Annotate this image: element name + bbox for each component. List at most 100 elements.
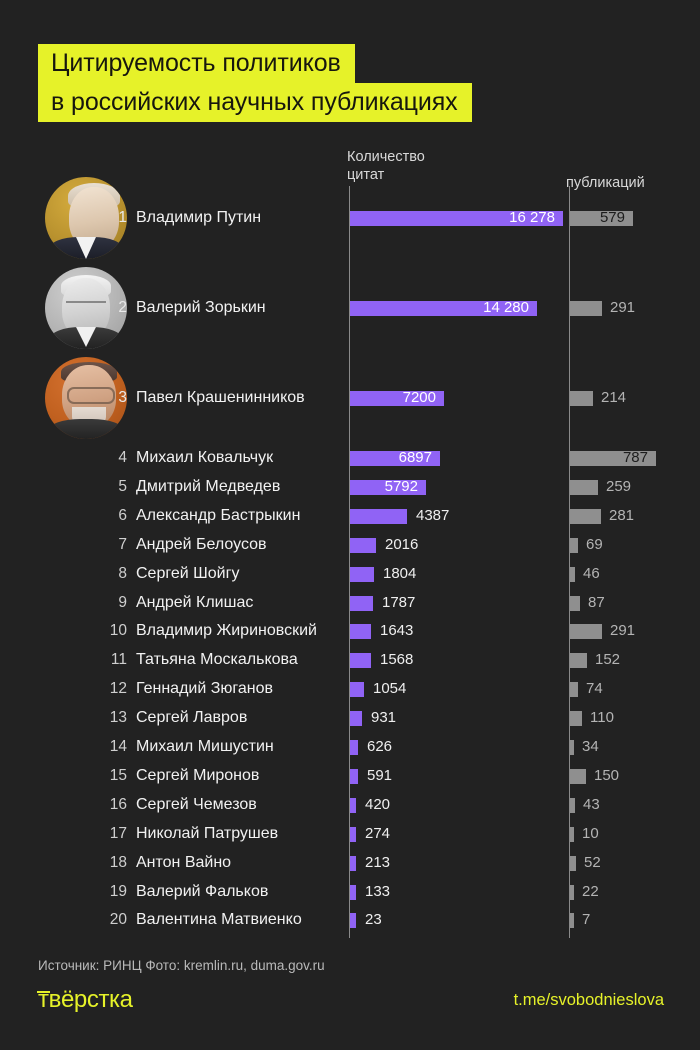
axis-line-publications bbox=[569, 186, 570, 938]
politician-name: Михаил Ковальчук bbox=[136, 449, 274, 466]
publications-bar bbox=[570, 301, 602, 316]
table-row[interactable]: 11 Татьяна Москалькова 1568 152 bbox=[0, 647, 700, 673]
publications-value: 214 bbox=[601, 389, 627, 406]
citations-bar bbox=[350, 211, 563, 226]
citations-bar bbox=[350, 885, 356, 900]
citations-bar bbox=[350, 596, 373, 611]
table-row[interactable]: 3 Павел Крашенинников 7200 214 bbox=[0, 385, 700, 411]
publications-value: 34 bbox=[582, 738, 599, 755]
publications-bar bbox=[570, 769, 586, 784]
politician-name: Сергей Миронов bbox=[136, 767, 260, 784]
table-row[interactable]: 13 Сергей Лавров 931 110 bbox=[0, 705, 700, 731]
publications-bar bbox=[570, 856, 576, 871]
citations-bar bbox=[350, 451, 440, 466]
column-header-citations: Количество цитат bbox=[347, 149, 425, 183]
rank-number: 18 bbox=[109, 854, 127, 871]
table-row[interactable]: 5 Дмитрий Медведев 5792 259 bbox=[0, 474, 700, 500]
rank-number: 6 bbox=[118, 507, 127, 524]
publications-bar bbox=[570, 913, 574, 928]
publications-value: 259 bbox=[606, 478, 632, 495]
rank-number: 11 bbox=[110, 651, 127, 668]
politician-name: Сергей Шойгу bbox=[136, 565, 240, 582]
citations-value: 1643 bbox=[380, 622, 414, 639]
publications-bar bbox=[570, 682, 578, 697]
citations-value: 931 bbox=[371, 709, 397, 726]
table-row[interactable]: 10 Владимир Жириновский 1643 291 bbox=[0, 618, 700, 644]
column-header-publications: публикаций bbox=[566, 175, 645, 191]
table-row[interactable]: 6 Александр Бастрыкин 4387 281 bbox=[0, 503, 700, 529]
citations-bar bbox=[350, 480, 426, 495]
politician-name: Геннадий Зюганов bbox=[136, 680, 273, 697]
table-row[interactable]: 14 Михаил Мишустин 626 34 bbox=[0, 734, 700, 760]
politician-photo bbox=[45, 177, 127, 259]
politician-name: Татьяна Москалькова bbox=[136, 651, 298, 668]
publications-value: 43 bbox=[583, 796, 600, 813]
publications-value: 69 bbox=[586, 536, 603, 553]
rank-number: 1 bbox=[118, 209, 127, 226]
citations-bar bbox=[350, 740, 358, 755]
telegram-link[interactable]: t.me/svobodnieslova bbox=[513, 991, 664, 1009]
table-row[interactable]: 12 Геннадий Зюганов 1054 74 bbox=[0, 676, 700, 702]
publications-value: 787 bbox=[622, 449, 648, 466]
publications-value: 74 bbox=[586, 680, 603, 697]
rank-number: 20 bbox=[109, 911, 127, 928]
rank-number: 10 bbox=[109, 622, 127, 639]
citations-bar bbox=[350, 827, 356, 842]
politician-name: Дмитрий Медведев bbox=[136, 478, 281, 495]
publications-bar bbox=[570, 480, 598, 495]
table-row[interactable]: 16 Сергей Чемезов 420 43 bbox=[0, 792, 700, 818]
citations-value: 133 bbox=[365, 883, 391, 900]
publications-bar bbox=[570, 538, 578, 553]
politician-photo bbox=[45, 357, 127, 439]
photo-body bbox=[49, 419, 123, 439]
publications-value: 281 bbox=[609, 507, 635, 524]
table-row[interactable]: 1 Владимир Путин 16 278 579 bbox=[0, 205, 700, 231]
citations-value: 4387 bbox=[416, 507, 450, 524]
table-row[interactable]: 15 Сергей Миронов 591 150 bbox=[0, 763, 700, 789]
publications-bar bbox=[570, 711, 582, 726]
publications-bar bbox=[570, 567, 575, 582]
politician-name: Михаил Мишустин bbox=[136, 738, 274, 755]
photo-glasses bbox=[67, 387, 115, 404]
citations-bar bbox=[350, 913, 356, 928]
table-row[interactable]: 8 Сергей Шойгу 1804 46 bbox=[0, 561, 700, 587]
publications-bar bbox=[570, 798, 575, 813]
citations-value: 213 bbox=[365, 854, 391, 871]
citations-bar bbox=[350, 538, 376, 553]
table-row[interactable]: 9 Андрей Клишас 1787 87 bbox=[0, 590, 700, 616]
publications-value: 152 bbox=[595, 651, 621, 668]
table-row[interactable]: 19 Валерий Фальков 133 22 bbox=[0, 879, 700, 905]
publications-bar bbox=[570, 391, 593, 406]
citations-value: 1054 bbox=[373, 680, 407, 697]
publications-value: 22 bbox=[582, 883, 599, 900]
table-row[interactable]: 7 Андрей Белоусов 2016 69 bbox=[0, 532, 700, 558]
citations-value: 1568 bbox=[380, 651, 414, 668]
citations-value: 274 bbox=[365, 825, 391, 842]
rank-number: 16 bbox=[109, 796, 127, 813]
politician-photo bbox=[45, 267, 127, 349]
table-row[interactable]: 4 Михаил Ковальчук 6897 787 bbox=[0, 445, 700, 471]
citations-bar bbox=[350, 798, 356, 813]
citations-value: 14 280 bbox=[483, 299, 529, 316]
citations-bar bbox=[350, 624, 371, 639]
politician-name: Павел Крашенинников bbox=[136, 389, 305, 406]
publications-value: 87 bbox=[588, 594, 605, 611]
citations-value: 1804 bbox=[383, 565, 417, 582]
citations-value: 2016 bbox=[385, 536, 419, 553]
citations-value: 626 bbox=[367, 738, 393, 755]
politician-name: Александр Бастрыкин bbox=[136, 507, 301, 524]
publications-value: 52 bbox=[584, 854, 601, 871]
publications-value: 579 bbox=[599, 209, 625, 226]
citations-value: 591 bbox=[367, 767, 393, 784]
publications-value: 46 bbox=[583, 565, 600, 582]
source-note: Источник: РИНЦ Фото: kremlin.ru, duma.go… bbox=[38, 958, 325, 973]
publications-bar bbox=[570, 509, 601, 524]
table-row[interactable]: 17 Николай Патрушев 274 10 bbox=[0, 821, 700, 847]
table-row[interactable]: 18 Антон Вайно 213 52 bbox=[0, 850, 700, 876]
table-row[interactable]: 2 Валерий Зорькин 14 280 291 bbox=[0, 295, 700, 321]
citations-value: 7200 bbox=[402, 389, 436, 406]
politician-name: Валентина Матвиенко bbox=[136, 911, 302, 928]
table-row[interactable]: 20 Валентина Матвиенко 23 7 bbox=[0, 907, 700, 933]
citations-bar bbox=[350, 391, 444, 406]
publications-value: 150 bbox=[594, 767, 620, 784]
